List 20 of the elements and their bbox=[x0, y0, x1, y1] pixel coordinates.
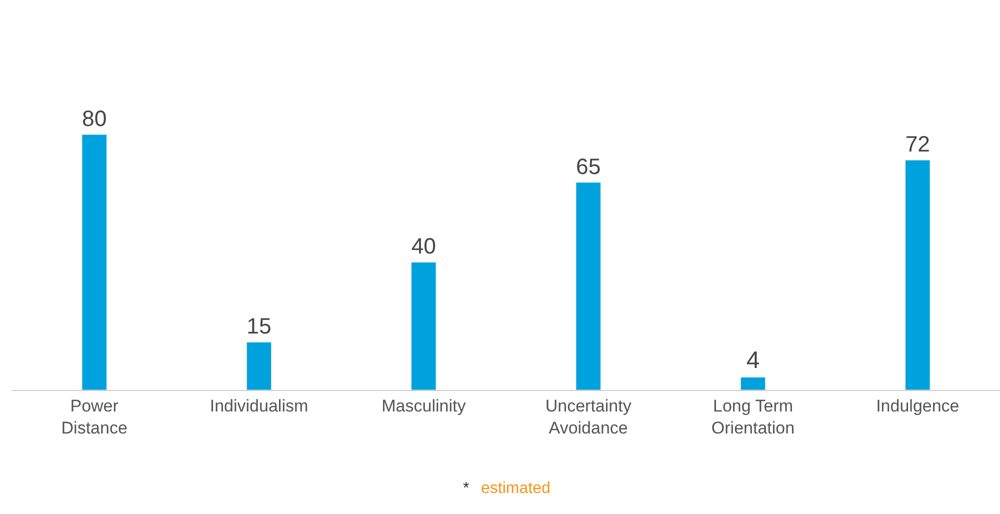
x-tick-label: Individualism bbox=[210, 396, 308, 416]
data-label: 65 bbox=[576, 154, 601, 179]
data-label: 80 bbox=[82, 106, 107, 131]
text: * bbox=[463, 480, 470, 497]
data-label: 15 bbox=[246, 314, 272, 339]
data-label: 40 bbox=[411, 234, 436, 259]
bar bbox=[82, 134, 107, 390]
x-tick-label: Power Distance bbox=[61, 396, 128, 438]
bar bbox=[576, 182, 601, 390]
bar bbox=[411, 262, 436, 390]
bar bbox=[905, 160, 930, 390]
x-tick-label: Indulgence bbox=[876, 396, 960, 416]
x-tick-label: Uncertainty Avoidance bbox=[545, 396, 632, 438]
data-label: 4 bbox=[746, 347, 760, 374]
x-tick-label: Masculinity bbox=[382, 396, 466, 416]
bar bbox=[740, 376, 766, 390]
data-label: 72 bbox=[905, 132, 930, 157]
text: estimated bbox=[481, 480, 550, 497]
bar bbox=[246, 342, 272, 390]
x-tick-label: Long Term Orientation bbox=[711, 396, 795, 438]
